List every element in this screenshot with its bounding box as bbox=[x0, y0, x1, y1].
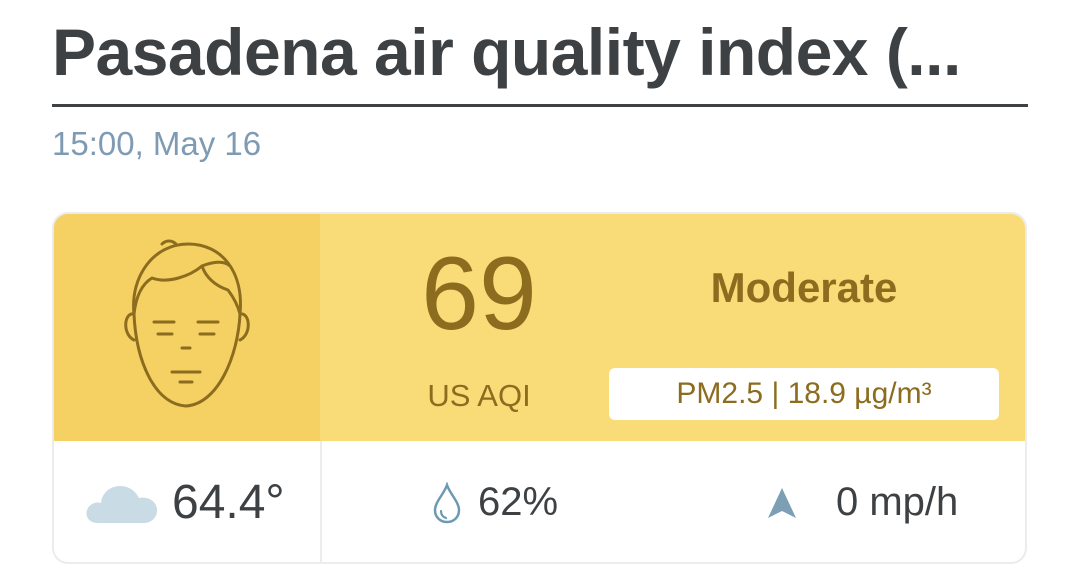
aqi-card[interactable]: 69 US AQI Moderate PM2.5 | 18.9 µg/m³ 64… bbox=[52, 212, 1027, 564]
temperature-value: 64.4° bbox=[172, 476, 285, 529]
aqi-level-label: Moderate bbox=[710, 264, 898, 311]
pollutant-badge: PM2.5 | 18.9 µg/m³ bbox=[609, 368, 999, 420]
temperature-cell: 64.4° bbox=[84, 441, 285, 562]
aqi-unit-label: US AQI bbox=[427, 378, 531, 413]
cloud-icon bbox=[86, 485, 158, 523]
neutral-face-icon bbox=[124, 239, 250, 408]
face-panel bbox=[54, 214, 320, 441]
page-title[interactable]: Pasadena air quality index (... bbox=[52, 15, 961, 89]
wind-cell: 0 mp/h bbox=[766, 441, 959, 562]
humidity-value: 62% bbox=[478, 480, 559, 524]
title-divider bbox=[52, 104, 1028, 107]
wind-value: 0 mp/h bbox=[836, 480, 959, 524]
weather-divider bbox=[320, 441, 322, 562]
timestamp: 15:00, May 16 bbox=[52, 125, 262, 162]
humidity-cell: 62% bbox=[432, 441, 559, 562]
aqi-value: 69 bbox=[421, 236, 537, 352]
droplet-icon bbox=[433, 481, 461, 523]
wind-arrow-icon bbox=[768, 487, 796, 518]
